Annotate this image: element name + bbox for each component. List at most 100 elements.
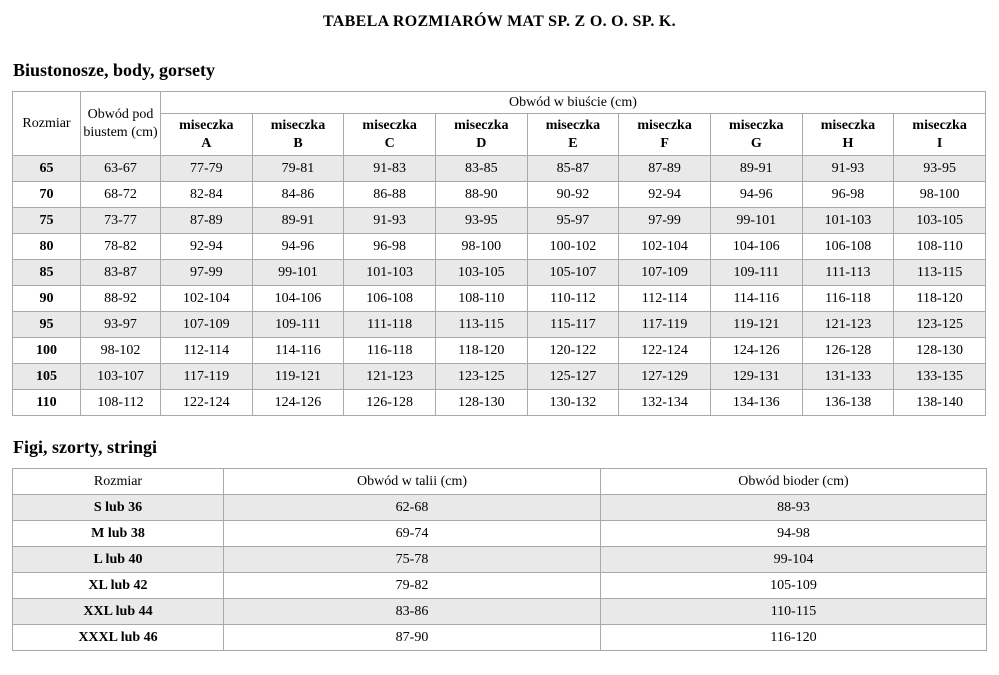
- cup-b-cell: 89-91: [251, 207, 345, 234]
- size-cell: M lub 38: [12, 520, 224, 547]
- size-cell: 90: [12, 285, 81, 312]
- cup-word: miseczka: [729, 118, 784, 133]
- cup-b-cell: 119-121: [251, 363, 345, 390]
- cup-e-cell: 90-92: [526, 181, 620, 208]
- cup-letter: C: [384, 135, 395, 151]
- cup-d-cell: 103-105: [434, 259, 528, 286]
- col-header-bust-group: Obwód w biuście (cm): [160, 91, 986, 114]
- cup-i-cell: 118-120: [893, 285, 986, 312]
- cup-letter: G: [750, 135, 762, 151]
- cup-h-cell: 116-118: [801, 285, 895, 312]
- col-header-cup: miseczka B: [251, 113, 345, 156]
- cup-letter: E: [568, 135, 578, 151]
- cup-c-cell: 86-88: [343, 181, 436, 208]
- size-cell: 75: [12, 207, 81, 234]
- cup-letter: H: [842, 135, 854, 151]
- cup-e-cell: 110-112: [526, 285, 620, 312]
- cup-f-cell: 87-89: [618, 155, 711, 182]
- cup-d-cell: 113-115: [434, 311, 528, 338]
- cup-letter: B: [293, 135, 303, 151]
- cup-d-cell: 98-100: [434, 233, 528, 260]
- hips-cell: 116-120: [600, 624, 987, 651]
- cup-b-cell: 79-81: [251, 155, 345, 182]
- cup-word: miseczka: [545, 118, 601, 133]
- bras-table-row: 75 73-77 87-89 89-91 91-93 93-95 95-97 9…: [12, 207, 986, 234]
- cup-e-cell: 105-107: [526, 259, 620, 286]
- col-header-underbust: Obwód pod biustem (cm): [80, 91, 161, 156]
- col-header-cup: miseczka F: [618, 113, 711, 156]
- size-cell: 70: [12, 181, 81, 208]
- cup-b-cell: 104-106: [251, 285, 345, 312]
- size-cell: 95: [12, 311, 81, 338]
- size-cell: L lub 40: [12, 546, 224, 573]
- cup-letter: D: [476, 135, 487, 151]
- cup-g-cell: 109-111: [709, 259, 803, 286]
- bras-table-row: 85 83-87 97-99 99-101 101-103 103-105 10…: [12, 259, 986, 286]
- cup-g-cell: 104-106: [709, 233, 803, 260]
- col-header-cup: miseczka C: [343, 113, 436, 156]
- cup-c-cell: 121-123: [343, 363, 436, 390]
- cup-a-cell: 117-119: [160, 363, 253, 390]
- waist-cell: 62-68: [223, 494, 601, 521]
- cup-h-cell: 121-123: [801, 311, 895, 338]
- underbust-cell: 78-82: [80, 233, 161, 260]
- cup-f-cell: 132-134: [618, 389, 711, 416]
- cup-c-cell: 126-128: [343, 389, 436, 416]
- cup-d-cell: 108-110: [434, 285, 528, 312]
- col-header-cup: miseczka E: [526, 113, 620, 156]
- cup-i-cell: 138-140: [893, 389, 986, 416]
- cup-h-cell: 106-108: [801, 233, 895, 260]
- bras-header-row-top: Rozmiar Obwód pod biustem (cm) Obwód w b…: [12, 91, 986, 156]
- col-header-cup: miseczka D: [434, 113, 528, 156]
- cup-h-cell: 136-138: [801, 389, 895, 416]
- cup-c-cell: 91-93: [343, 207, 436, 234]
- cup-b-cell: 94-96: [251, 233, 345, 260]
- cup-h-cell: 131-133: [801, 363, 895, 390]
- cup-h-cell: 96-98: [801, 181, 895, 208]
- waist-cell: 69-74: [223, 520, 601, 547]
- size-cell: 100: [12, 337, 81, 364]
- size-cell: XL lub 42: [12, 572, 224, 599]
- cup-e-cell: 125-127: [526, 363, 620, 390]
- cup-i-cell: 103-105: [893, 207, 986, 234]
- hips-cell: 88-93: [600, 494, 987, 521]
- waist-cell: 87-90: [223, 624, 601, 651]
- cup-d-cell: 118-120: [434, 337, 528, 364]
- cup-c-cell: 101-103: [343, 259, 436, 286]
- size-cell: 105: [12, 363, 81, 390]
- underbust-cell: 98-102: [80, 337, 161, 364]
- cup-word: miseczka: [912, 118, 967, 133]
- cup-i-cell: 98-100: [893, 181, 986, 208]
- cup-g-cell: 99-101: [709, 207, 803, 234]
- cup-b-cell: 99-101: [251, 259, 345, 286]
- cup-g-cell: 114-116: [709, 285, 803, 312]
- cup-f-cell: 97-99: [618, 207, 711, 234]
- cup-e-cell: 120-122: [526, 337, 620, 364]
- hips-cell: 99-104: [600, 546, 987, 573]
- cup-b-cell: 109-111: [251, 311, 345, 338]
- bottoms-table-row: XXL lub 44 83-86 110-115: [12, 598, 987, 625]
- cup-g-cell: 89-91: [709, 155, 803, 182]
- cup-g-cell: 94-96: [709, 181, 803, 208]
- bras-table-row: 65 63-67 77-79 79-81 91-83 83-85 85-87 8…: [12, 155, 986, 182]
- size-cell: 65: [12, 155, 81, 182]
- bras-table-row: 90 88-92 102-104 104-106 106-108 108-110…: [12, 285, 986, 312]
- bras-table-row: 100 98-102 112-114 114-116 116-118 118-1…: [12, 337, 986, 364]
- cup-g-cell: 119-121: [709, 311, 803, 338]
- hips-cell: 94-98: [600, 520, 987, 547]
- waist-cell: 83-86: [223, 598, 601, 625]
- bras-table-row: 105 103-107 117-119 119-121 121-123 123-…: [12, 363, 986, 390]
- cup-i-cell: 113-115: [893, 259, 986, 286]
- size-cell: S lub 36: [12, 494, 224, 521]
- cup-d-cell: 93-95: [434, 207, 528, 234]
- section-title-bras: Biustonosze, body, gorsety: [13, 60, 216, 80]
- cup-h-cell: 111-113: [801, 259, 895, 286]
- bottoms-table-body: S lub 36 62-68 88-93 M lub 38 69-74 94-9…: [12, 494, 987, 651]
- cup-e-cell: 85-87: [526, 155, 620, 182]
- bottoms-table-row: L lub 40 75-78 99-104: [12, 546, 987, 573]
- bottoms-size-table: Rozmiar Obwód w talii (cm) Obwód bioder …: [12, 468, 987, 651]
- bottoms-header-row: Rozmiar Obwód w talii (cm) Obwód bioder …: [12, 468, 987, 495]
- cup-i-cell: 108-110: [893, 233, 986, 260]
- bras-table-row: 95 93-97 107-109 109-111 111-118 113-115…: [12, 311, 986, 338]
- cup-a-cell: 92-94: [160, 233, 253, 260]
